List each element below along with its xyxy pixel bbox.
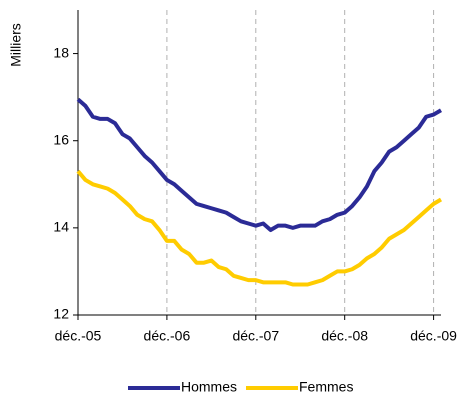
legend-label: Femmes [299, 379, 353, 395]
series-line [76, 97, 443, 233]
x-tick-label: déc.-07 [232, 328, 279, 344]
y-tick-label: 12 [53, 306, 69, 322]
x-tick-label: déc.-08 [321, 328, 368, 344]
x-tick-label: déc.-09 [410, 328, 457, 344]
y-tick-label: 18 [53, 44, 69, 60]
y-tick-label: 16 [53, 131, 69, 147]
y-axis-label: Milliers [8, 23, 24, 67]
legend-label: Hommes [181, 379, 237, 395]
x-tick-label: déc.-06 [144, 328, 191, 344]
y-tick-label: 14 [53, 219, 69, 235]
x-tick-label: déc.-05 [55, 328, 102, 344]
series-line [76, 169, 443, 287]
